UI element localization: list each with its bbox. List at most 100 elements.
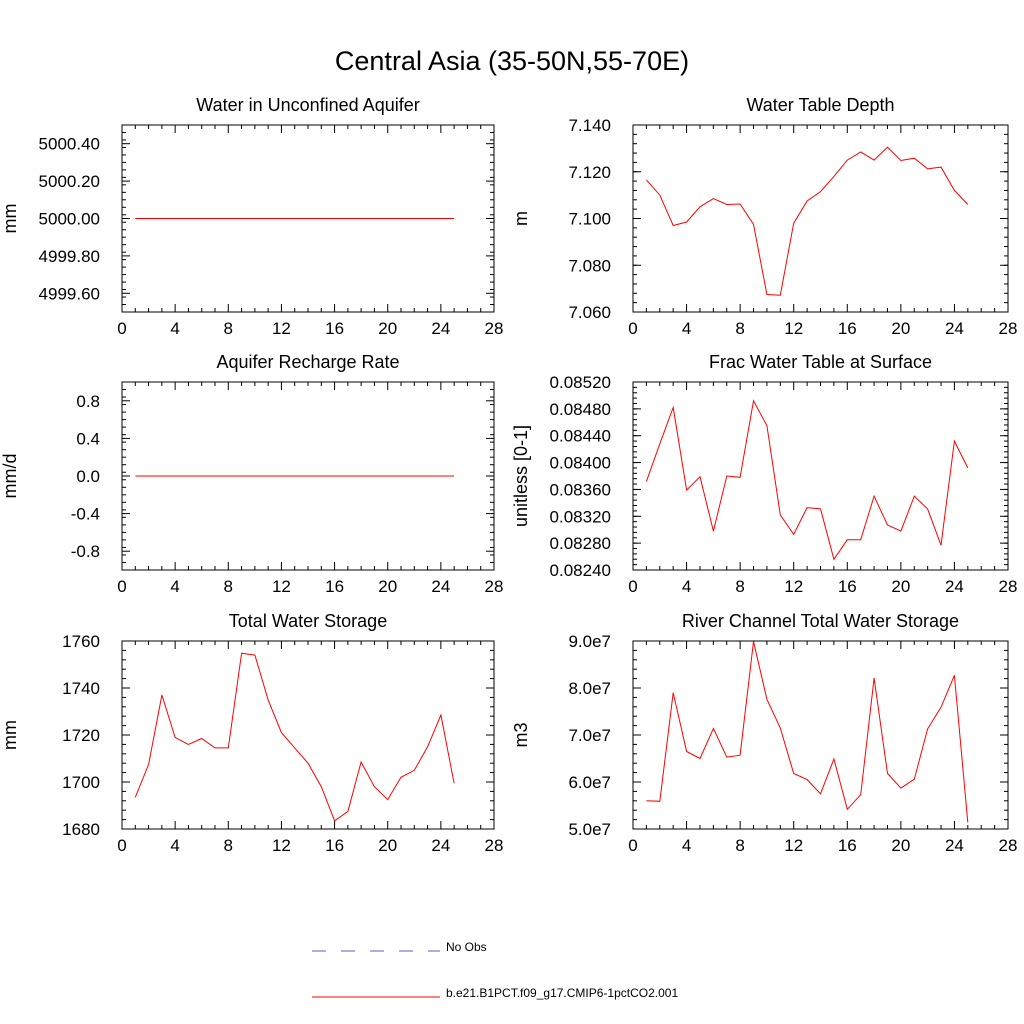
- y-tick-label-water-table-depth: 7.140: [568, 116, 611, 135]
- x-tick-label-total-water-storage: 24: [431, 836, 450, 855]
- x-tick-label-river-storage: 16: [838, 836, 857, 855]
- y-tick-label-frac-water-table: 0.08400: [550, 454, 611, 473]
- y-tick-label-water-table-depth: 7.060: [568, 303, 611, 322]
- panel-title-frac-water-table: Frac Water Table at Surface: [709, 352, 932, 372]
- x-tick-label-water-table-depth: 24: [945, 319, 964, 338]
- y-tick-label-water-table-depth: 7.120: [568, 163, 611, 182]
- x-tick-label-aquifer-water: 16: [325, 319, 344, 338]
- x-tick-label-recharge-rate: 8: [224, 577, 233, 596]
- series-line-river-storage: [646, 641, 969, 823]
- x-tick-label-river-storage: 20: [891, 836, 910, 855]
- series-line-water-table-depth: [646, 146, 969, 296]
- x-tick-label-total-water-storage: 28: [485, 836, 504, 855]
- y-tick-label-recharge-rate: -0.4: [71, 505, 100, 524]
- x-tick-label-frac-water-table: 0: [628, 577, 637, 596]
- x-tick-label-frac-water-table: 24: [945, 577, 964, 596]
- y-tick-label-aquifer-water: 5000.00: [39, 210, 100, 229]
- panel-title-aquifer-water: Water in Unconfined Aquifer: [196, 95, 419, 115]
- y-axis-label-frac-water-table: unitless [0-1]: [511, 425, 531, 527]
- x-tick-label-recharge-rate: 0: [117, 577, 126, 596]
- series-line-total-water-storage: [134, 652, 455, 822]
- x-tick-label-aquifer-water: 20: [378, 319, 397, 338]
- y-tick-label-water-table-depth: 7.100: [568, 210, 611, 229]
- y-tick-label-frac-water-table: 0.08360: [550, 480, 611, 499]
- y-tick-label-total-water-storage: 1700: [62, 773, 100, 792]
- y-tick-label-river-storage: 5.0e7: [568, 820, 611, 839]
- y-tick-label-frac-water-table: 0.08520: [550, 373, 611, 392]
- x-tick-label-water-table-depth: 12: [784, 319, 803, 338]
- panel-total-water-storage: 0 4 8 12 16 20 24 28 1680 1700 1720 1740 1760 Total W…: [0, 611, 503, 855]
- y-tick-label-river-storage: 9.0e7: [568, 632, 611, 651]
- x-tick-label-aquifer-water: 28: [485, 319, 504, 338]
- x-tick-label-river-storage: 12: [784, 836, 803, 855]
- panel-title-river-storage: River Channel Total Water Storage: [682, 611, 959, 631]
- x-tick-label-frac-water-table: 4: [682, 577, 691, 596]
- x-tick-label-river-storage: 4: [682, 836, 691, 855]
- y-tick-label-recharge-rate: -0.8: [71, 542, 100, 561]
- x-tick-label-total-water-storage: 8: [224, 836, 233, 855]
- x-tick-label-river-storage: 24: [945, 836, 964, 855]
- x-tick-label-aquifer-water: 4: [170, 319, 179, 338]
- y-tick-label-recharge-rate: 0.8: [76, 392, 100, 411]
- x-tick-label-frac-water-table: 16: [838, 577, 857, 596]
- x-tick-label-total-water-storage: 16: [325, 836, 344, 855]
- x-tick-label-water-table-depth: 4: [682, 319, 691, 338]
- y-axis-label-water-table-depth: m: [511, 211, 531, 226]
- plot-frame-river-storage: [632, 640, 1009, 830]
- x-tick-label-river-storage: 8: [735, 836, 744, 855]
- y-tick-label-aquifer-water: 4999.60: [39, 284, 100, 303]
- x-tick-label-aquifer-water: 12: [272, 319, 291, 338]
- x-tick-label-aquifer-water: 8: [224, 319, 233, 338]
- y-tick-label-aquifer-water: 5000.40: [39, 135, 100, 154]
- x-tick-label-water-table-depth: 16: [838, 319, 857, 338]
- y-tick-label-water-table-depth: 7.080: [568, 256, 611, 275]
- x-tick-label-water-table-depth: 8: [735, 319, 744, 338]
- y-tick-label-total-water-storage: 1760: [62, 632, 100, 651]
- x-tick-label-water-table-depth: 28: [999, 319, 1018, 338]
- y-tick-label-frac-water-table: 0.08320: [550, 507, 611, 526]
- y-tick-label-frac-water-table: 0.08240: [550, 561, 611, 580]
- panel-title-water-table-depth: Water Table Depth: [746, 95, 894, 115]
- x-tick-label-recharge-rate: 20: [378, 577, 397, 596]
- x-tick-label-frac-water-table: 8: [735, 577, 744, 596]
- x-tick-label-frac-water-table: 20: [891, 577, 910, 596]
- y-tick-label-river-storage: 7.0e7: [568, 726, 611, 745]
- x-tick-label-recharge-rate: 16: [325, 577, 344, 596]
- plot-frame-frac-water-table: [632, 381, 1009, 571]
- plot-frame-total-water-storage: [121, 640, 495, 830]
- y-tick-label-frac-water-table: 0.08280: [550, 534, 611, 553]
- x-tick-label-recharge-rate: 24: [431, 577, 450, 596]
- legend-label-no-obs: No Obs: [446, 940, 487, 954]
- y-tick-label-total-water-storage: 1720: [62, 726, 100, 745]
- x-tick-label-frac-water-table: 12: [784, 577, 803, 596]
- x-tick-label-total-water-storage: 0: [117, 836, 126, 855]
- y-tick-label-river-storage: 6.0e7: [568, 773, 611, 792]
- y-axis-label-recharge-rate: mm/d: [0, 454, 20, 499]
- x-tick-label-recharge-rate: 4: [170, 577, 179, 596]
- y-tick-label-aquifer-water: 5000.20: [39, 172, 100, 191]
- panel-river-storage: 0 4 8 12 16 20 24 28 5.0e7 6.0e7 7.0e7 8.0e7 9.0e7 Ri…: [511, 611, 1017, 855]
- y-axis-label-total-water-storage: mm: [0, 720, 20, 750]
- legend-swatch-model-run: [312, 996, 440, 998]
- y-tick-label-aquifer-water: 4999.80: [39, 247, 100, 266]
- x-tick-label-river-storage: 0: [628, 836, 637, 855]
- y-tick-label-total-water-storage: 1740: [62, 679, 100, 698]
- y-tick-label-frac-water-table: 0.08440: [550, 427, 611, 446]
- y-axis-label-river-storage: m3: [511, 722, 531, 747]
- x-tick-label-river-storage: 28: [999, 836, 1018, 855]
- x-tick-label-frac-water-table: 28: [999, 577, 1018, 596]
- panel-aquifer-water: 0 4 8 12 16 20 24 28 4999.60 4999.80 5000.00 5000.2…: [0, 95, 503, 338]
- y-tick-label-recharge-rate: 0.4: [76, 429, 100, 448]
- x-tick-label-total-water-storage: 20: [378, 836, 397, 855]
- x-tick-label-water-table-depth: 0: [628, 319, 637, 338]
- y-tick-label-recharge-rate: 0.0: [76, 467, 100, 486]
- legend-label-model-run: b.e21.B1PCT.f09_g17.CMIP6-1pctCO2.001: [446, 986, 679, 1000]
- panel-title-total-water-storage: Total Water Storage: [229, 611, 387, 631]
- y-tick-label-total-water-storage: 1680: [62, 820, 100, 839]
- x-tick-label-water-table-depth: 20: [891, 319, 910, 338]
- x-tick-label-total-water-storage: 4: [170, 836, 179, 855]
- series-line-frac-water-table: [645, 399, 969, 561]
- x-tick-label-total-water-storage: 12: [272, 836, 291, 855]
- x-tick-label-recharge-rate: 28: [485, 577, 504, 596]
